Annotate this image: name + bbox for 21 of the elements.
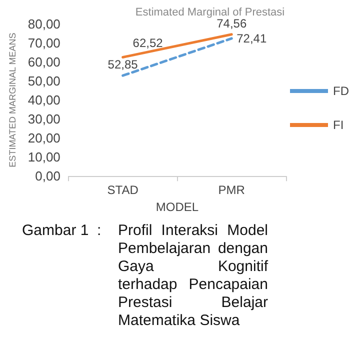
text: Gambar 1 : Profil Interaksi Model Pembelajaran dengan Gaya Kognitif terhadap Pencapaian Prestasi Belajar Matematika Siswa (22, 222, 268, 330)
y-axis-title: ESTIMATED MARGINAL MEANS (8, 32, 18, 168)
x-tick-label: STAD (107, 183, 139, 198)
data-label: 62,52 (132, 36, 164, 50)
y-tick-label: 70,00 (28, 36, 60, 51)
x-tick-label: PMR (218, 183, 246, 198)
x-axis-title: MODEL (156, 200, 199, 214)
chart-title: Estimated Marginal of Prestasi (135, 6, 285, 18)
y-tick-label: 0,00 (35, 168, 60, 184)
legend-label: FI (333, 118, 344, 132)
data-label: 74,56 (216, 16, 247, 30)
y-tick-label: 80,00 (28, 16, 60, 32)
y-tick-label: 60,00 (28, 54, 60, 70)
y-tick-label: 40,00 (28, 92, 60, 108)
y-tick-label: 20,00 (28, 130, 60, 146)
data-label: 52,85 (108, 58, 138, 72)
legend-label: FD (333, 84, 350, 98)
y-tick-label: 10,00 (28, 150, 60, 165)
data-label: 72,41 (236, 31, 267, 46)
y-tick-label: 30,00 (28, 112, 60, 127)
y-tick-label: 50,00 (28, 74, 60, 89)
